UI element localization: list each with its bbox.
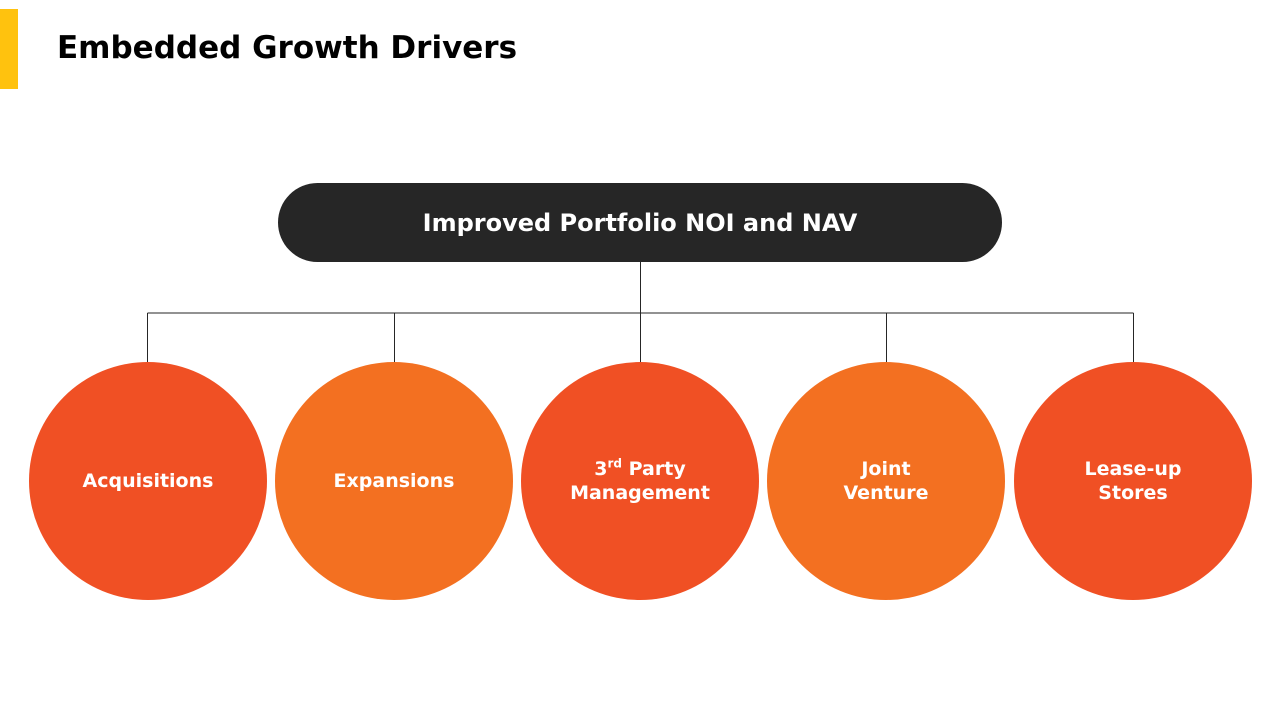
slide-title: Embedded Growth Drivers bbox=[57, 30, 518, 66]
driver-label-line-1: Joint bbox=[861, 458, 911, 480]
driver-label-expansions: Expansions bbox=[318, 469, 471, 493]
driver-circle-lease-up-stores: Lease-up Stores bbox=[1014, 362, 1252, 600]
driver-circle-expansions: Expansions bbox=[275, 362, 513, 600]
top-node-label: Improved Portfolio NOI and NAV bbox=[422, 208, 858, 237]
driver-circle-acquisitions: Acquisitions bbox=[29, 362, 267, 600]
top-node-pill: Improved Portfolio NOI and NAV bbox=[278, 183, 1002, 262]
driver-circle-third-party-management: 3rd Party Management bbox=[521, 362, 759, 600]
driver-label-joint-venture: Joint Venture bbox=[828, 457, 945, 505]
ordinal-suffix: rd bbox=[607, 456, 623, 471]
driver-label-lease-up-stores: Lease-up Stores bbox=[1068, 457, 1197, 505]
driver-label-line-1: Expansions bbox=[333, 470, 455, 492]
driver-label-line-1: 3rd Party bbox=[594, 458, 685, 480]
ordinal-number: 3 bbox=[594, 458, 608, 480]
title-accent-bar bbox=[0, 9, 18, 89]
driver-label-line-1: Lease-up bbox=[1084, 458, 1182, 480]
driver-label-line-2: Management bbox=[570, 482, 710, 504]
driver-label-line-2: Stores bbox=[1098, 482, 1168, 504]
driver-label-line-1: Acquisitions bbox=[82, 470, 214, 492]
driver-label-third-party-management: 3rd Party Management bbox=[554, 457, 726, 505]
driver-label-acquisitions: Acquisitions bbox=[67, 469, 230, 493]
driver-label-line-2: Venture bbox=[843, 482, 929, 504]
driver-circle-joint-venture: Joint Venture bbox=[767, 362, 1005, 600]
driver-label-word-party: Party bbox=[622, 458, 686, 480]
